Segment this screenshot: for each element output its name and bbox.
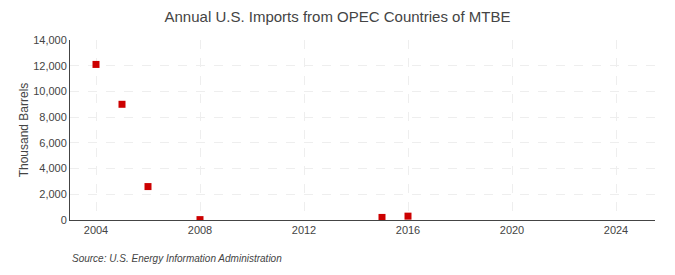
- svg-text:2020: 2020: [500, 224, 524, 236]
- svg-text:8,000: 8,000: [39, 111, 67, 123]
- svg-text:4,000: 4,000: [39, 162, 67, 174]
- svg-text:2024: 2024: [604, 224, 628, 236]
- svg-text:2008: 2008: [188, 224, 212, 236]
- svg-text:6,000: 6,000: [39, 137, 67, 149]
- svg-text:12,000: 12,000: [33, 60, 67, 72]
- svg-text:14,000: 14,000: [33, 34, 67, 46]
- svg-text:Source: U.S. Energy Informatio: Source: U.S. Energy Information Administ…: [72, 253, 282, 264]
- svg-text:2,000: 2,000: [39, 188, 67, 200]
- svg-text:2012: 2012: [292, 224, 316, 236]
- svg-text:2004: 2004: [84, 224, 108, 236]
- svg-text:Annual U.S. Imports from OPEC: Annual U.S. Imports from OPEC Countries …: [165, 8, 511, 25]
- svg-text:0: 0: [61, 214, 67, 226]
- svg-text:10,000: 10,000: [33, 85, 67, 97]
- svg-text:2016: 2016: [396, 224, 420, 236]
- svg-text:Thousand Barrels: Thousand Barrels: [17, 83, 31, 178]
